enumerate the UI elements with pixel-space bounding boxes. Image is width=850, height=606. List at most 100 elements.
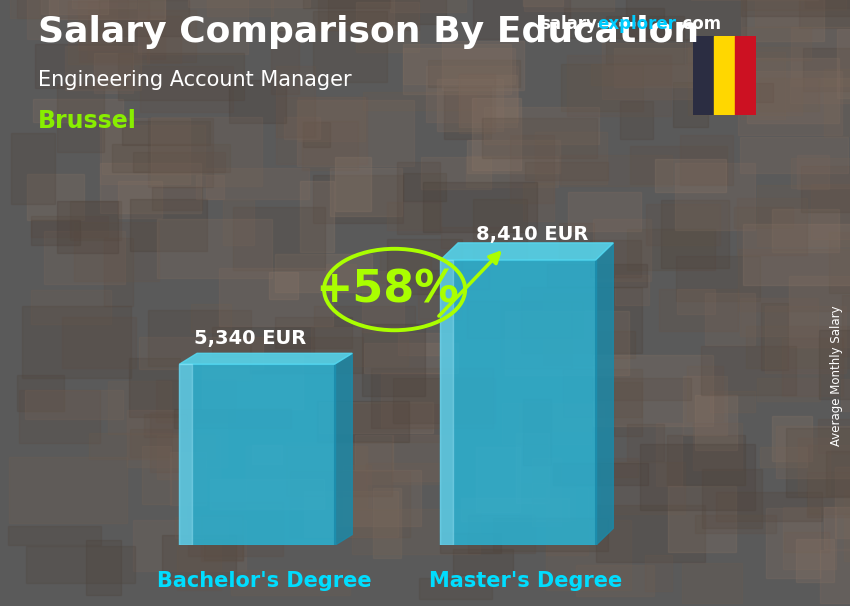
Bar <box>335 158 371 211</box>
Bar <box>592 331 635 358</box>
Bar <box>741 0 824 41</box>
Bar <box>157 435 220 479</box>
Bar <box>79 10 196 62</box>
Bar <box>705 293 756 345</box>
Bar <box>298 97 365 141</box>
Text: Engineering Account Manager: Engineering Account Manager <box>38 70 352 90</box>
Bar <box>361 324 425 396</box>
Bar <box>297 99 414 166</box>
Bar <box>476 447 519 512</box>
Bar <box>688 47 802 115</box>
Bar <box>741 0 850 16</box>
Bar <box>26 390 123 419</box>
Bar <box>796 539 834 582</box>
Bar <box>824 507 850 549</box>
Bar <box>202 358 251 380</box>
Bar <box>421 157 491 189</box>
Bar <box>404 44 511 95</box>
Bar <box>440 260 596 545</box>
Bar <box>842 379 850 411</box>
Bar <box>440 260 453 545</box>
Bar <box>676 256 760 301</box>
Bar <box>142 446 171 504</box>
Bar <box>675 163 755 230</box>
Bar <box>564 8 665 38</box>
Bar <box>9 457 127 523</box>
Bar <box>796 155 829 189</box>
Bar <box>49 0 165 19</box>
Bar <box>356 2 418 52</box>
Bar <box>521 287 642 353</box>
Bar <box>523 0 563 6</box>
Bar <box>517 433 548 502</box>
Bar <box>757 185 850 246</box>
Bar <box>252 445 281 464</box>
Text: salary: salary <box>540 15 597 33</box>
Bar <box>561 64 643 111</box>
Bar <box>568 191 641 231</box>
Bar <box>683 564 742 603</box>
Bar <box>100 118 190 184</box>
Text: Salary Comparison By Education: Salary Comparison By Education <box>38 15 700 49</box>
Bar <box>231 570 350 595</box>
Bar <box>331 404 440 442</box>
Bar <box>133 153 225 172</box>
Bar <box>745 326 850 368</box>
Bar <box>388 202 441 230</box>
Bar <box>716 492 822 521</box>
Bar <box>694 422 742 470</box>
Bar <box>737 198 808 255</box>
Bar <box>109 381 171 434</box>
Bar <box>89 433 215 459</box>
Bar <box>484 107 599 144</box>
Bar <box>128 410 227 467</box>
Bar <box>702 469 762 528</box>
Bar <box>229 79 286 122</box>
Bar <box>18 0 128 18</box>
Bar <box>593 219 650 281</box>
Bar <box>428 60 520 87</box>
Bar <box>844 490 850 561</box>
Bar <box>772 416 813 461</box>
Bar <box>683 376 727 435</box>
Bar <box>319 402 433 433</box>
Bar <box>784 531 829 553</box>
Bar <box>271 32 299 94</box>
Bar <box>511 135 554 203</box>
Bar <box>175 517 228 538</box>
Bar <box>783 507 836 569</box>
Bar <box>223 200 253 245</box>
Bar <box>740 52 785 119</box>
Bar <box>742 27 811 60</box>
Bar <box>627 229 715 270</box>
Bar <box>437 79 503 131</box>
Bar <box>394 378 495 424</box>
Bar <box>458 75 517 127</box>
Bar <box>695 514 776 533</box>
Bar <box>524 0 615 12</box>
Bar <box>756 0 850 27</box>
Bar <box>139 337 264 369</box>
Bar <box>381 373 440 428</box>
Bar <box>710 391 755 411</box>
Bar <box>592 355 712 426</box>
Bar <box>524 399 552 465</box>
Bar <box>775 425 850 478</box>
Bar <box>130 199 207 251</box>
Bar <box>148 118 213 187</box>
Bar <box>427 66 518 122</box>
Bar <box>179 364 335 545</box>
Bar <box>118 181 162 218</box>
Bar <box>326 264 356 291</box>
Bar <box>419 578 492 599</box>
Bar <box>27 0 58 39</box>
Bar <box>104 238 133 306</box>
Bar <box>122 121 210 144</box>
Bar <box>246 446 366 508</box>
Bar <box>819 330 850 399</box>
Bar <box>72 0 136 8</box>
Bar <box>362 271 405 333</box>
Bar <box>734 207 793 228</box>
Bar <box>233 207 325 270</box>
Bar <box>805 0 850 8</box>
